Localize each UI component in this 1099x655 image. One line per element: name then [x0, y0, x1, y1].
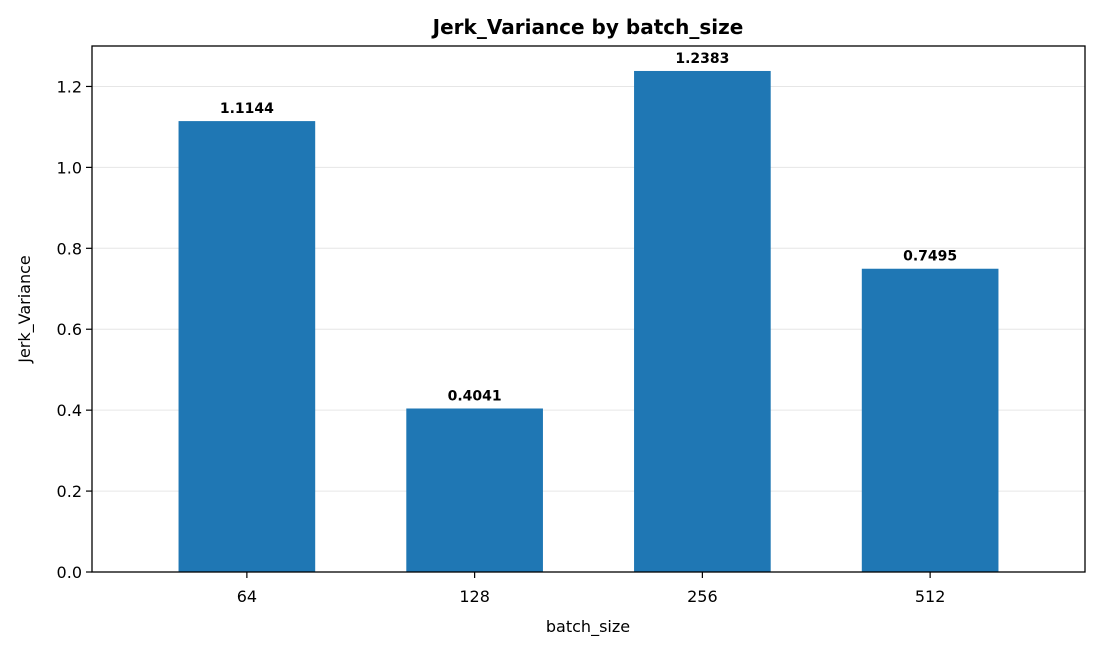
bar-256 — [634, 70, 771, 572]
y-tick-label: 0.2 — [57, 482, 82, 501]
data-label: 0.7495 — [903, 249, 957, 265]
bars — [178, 70, 999, 572]
chart-title: Jerk_Variance by batch_size — [431, 15, 744, 39]
y-axis-label: Jerk_Variance — [15, 255, 35, 364]
y-tick-label: 0.0 — [57, 563, 82, 582]
y-tick-label: 0.6 — [57, 320, 82, 339]
bar-512 — [861, 268, 999, 572]
x-tick-label: 256 — [687, 587, 718, 606]
y-tick-label: 0.4 — [57, 401, 82, 420]
x-axis-ticks: 64 128 256 512 — [237, 572, 946, 606]
x-axis-label: batch_size — [546, 617, 630, 637]
data-labels: 1.1144 0.4041 1.2383 0.7495 — [220, 51, 957, 405]
x-tick-label: 64 — [237, 587, 257, 606]
x-tick-label: 128 — [459, 587, 490, 606]
bar-64 — [178, 121, 316, 572]
data-label: 1.1144 — [220, 101, 274, 117]
x-tick-label: 512 — [915, 587, 946, 606]
data-label: 0.4041 — [448, 388, 502, 404]
bar-128 — [406, 408, 543, 572]
y-tick-label: 1.0 — [57, 158, 82, 177]
y-axis-ticks: 0.0 0.2 0.4 0.6 0.8 1.0 1.2 — [57, 77, 92, 582]
y-tick-label: 1.2 — [57, 77, 82, 96]
data-label: 1.2383 — [675, 51, 729, 67]
plot-frame — [91, 45, 1086, 573]
y-tick-label: 0.8 — [57, 239, 82, 258]
